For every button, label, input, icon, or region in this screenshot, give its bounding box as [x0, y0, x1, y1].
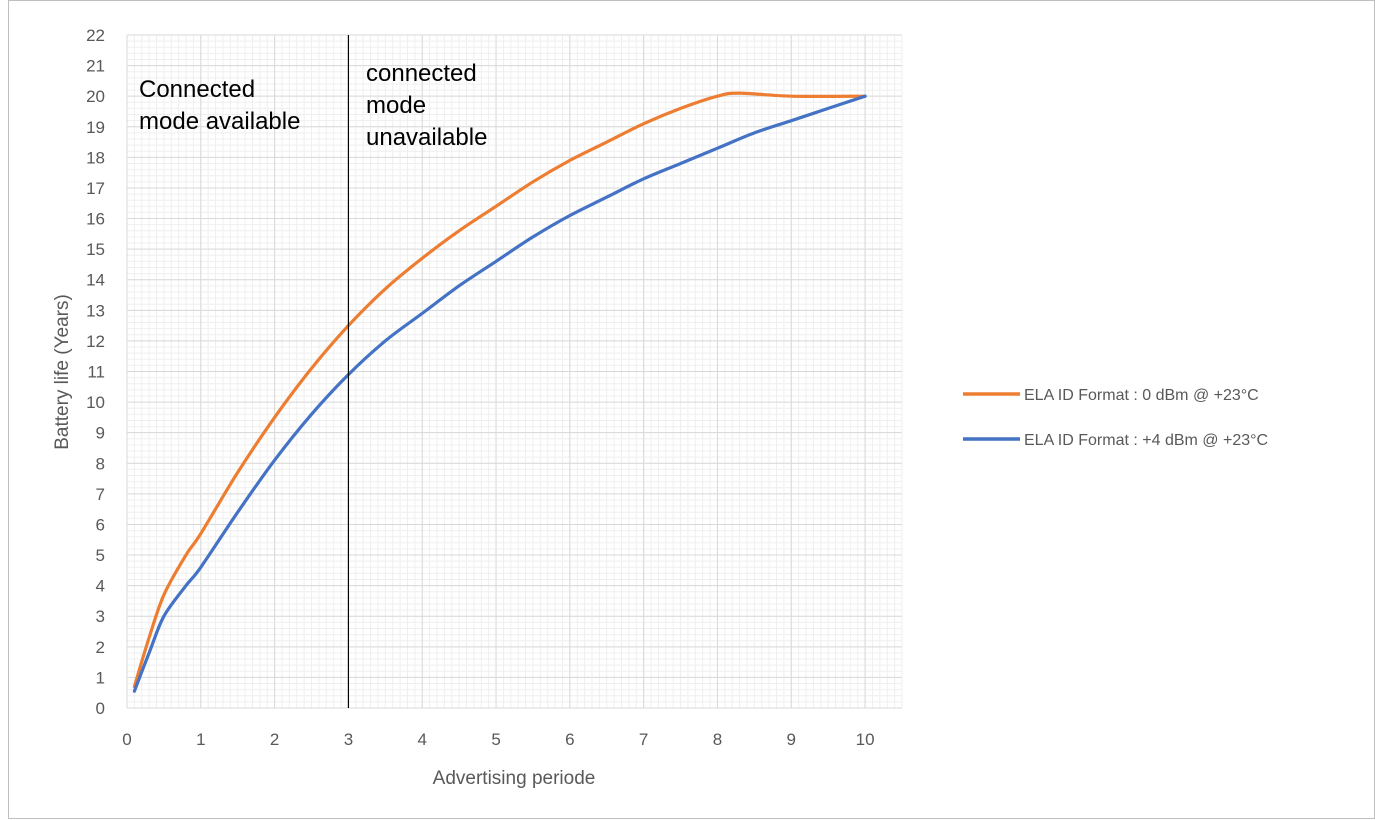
series-line-0dbm	[132, 91, 867, 689]
legend-label-0dbm: ELA ID Format : 0 dBm @ +23°C	[1024, 387, 1259, 404]
y-tick-label: 19	[86, 118, 105, 137]
annotation-right-line1: connected	[366, 60, 477, 87]
x-tick-label: 2	[270, 730, 279, 749]
y-tick-label: 16	[86, 210, 105, 229]
x-tick-label: 3	[344, 730, 353, 749]
annotation-left-line2: mode available	[139, 108, 300, 135]
annotation-left-line1: Connected	[139, 76, 255, 103]
y-tick-label: 0	[96, 699, 105, 718]
y-tick-label: 3	[96, 607, 105, 626]
y-tick-label: 10	[86, 393, 105, 412]
series-line-4dbm	[132, 94, 867, 693]
x-axis-title: Advertising periode	[433, 768, 596, 789]
y-tick-label: 12	[86, 332, 105, 351]
y-tick-label: 6	[96, 515, 105, 534]
x-tick-label: 7	[639, 730, 648, 749]
y-tick-label: 15	[86, 240, 105, 259]
x-tick-label: 5	[491, 730, 500, 749]
y-tick-label: 18	[86, 148, 105, 167]
y-tick-label: 4	[96, 577, 105, 596]
y-tick-label: 9	[96, 424, 105, 443]
y-tick-label: 2	[96, 638, 105, 657]
x-tick-label: 10	[856, 730, 875, 749]
y-tick-label: 7	[96, 485, 105, 504]
x-tick-label: 4	[418, 730, 427, 749]
x-tick-label: 0	[122, 730, 131, 749]
y-tick-label: 8	[96, 454, 105, 473]
x-axis-ticks: 0 1 2 3 4 5 6 7 8 9 10	[122, 730, 874, 749]
y-tick-label: 13	[86, 301, 105, 320]
y-tick-label: 20	[86, 87, 105, 106]
y-axis-title: Battery life (Years)	[52, 294, 73, 450]
x-tick-label: 8	[713, 730, 722, 749]
chart-frame	[8, 0, 1375, 819]
y-tick-label: 14	[86, 271, 105, 290]
y-tick-label: 5	[96, 546, 105, 565]
legend-label-4dbm: ELA ID Format : +4 dBm @ +23°C	[1024, 432, 1268, 449]
y-tick-label: 21	[86, 57, 105, 76]
y-tick-label: 17	[86, 179, 105, 198]
x-tick-label: 9	[787, 730, 796, 749]
series-lines	[132, 91, 867, 693]
annotation-right-line3: unavailable	[366, 124, 487, 151]
y-tick-label: 11	[87, 363, 105, 382]
x-tick-label: 6	[565, 730, 574, 749]
legend: ELA ID Format : 0 dBm @ +23°C ELA ID For…	[963, 387, 1268, 449]
y-tick-label: 22	[86, 26, 105, 45]
x-tick-label: 1	[196, 730, 205, 749]
y-tick-label: 1	[96, 668, 105, 687]
major-grid	[126, 34, 902, 709]
annotation-right-line2: mode	[366, 92, 426, 119]
